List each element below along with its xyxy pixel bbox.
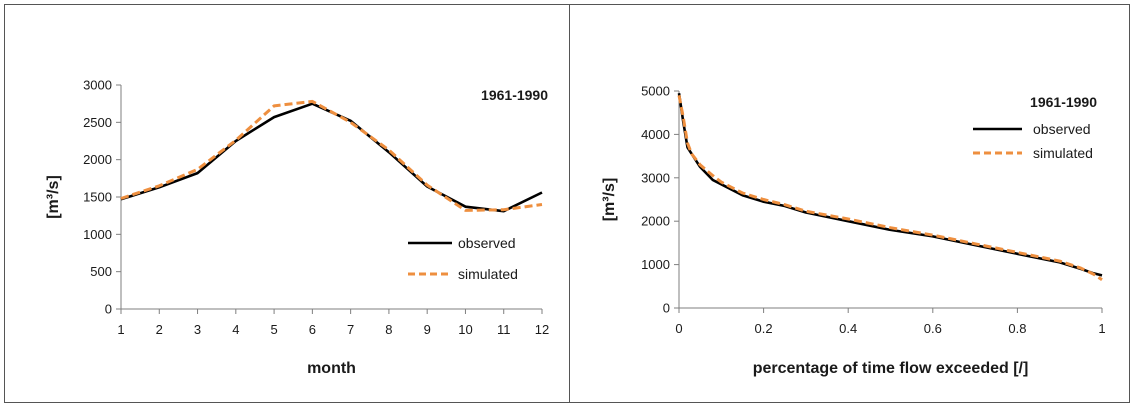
y-tick-label: 5000 [641,84,670,99]
legend-label-simulated: simulated [1033,145,1093,161]
x-tick-label: 0.4 [839,321,857,336]
x-tick-label: 7 [347,322,354,337]
y-axis-title: [m³/s] [45,175,62,219]
y-axis-title: [m³/s] [601,178,618,222]
x-tick-label: 8 [385,322,392,337]
y-tick-label: 1500 [83,190,112,205]
y-tick-label: 1000 [83,227,112,242]
y-tick-label: 0 [663,301,670,316]
y-tick-label: 3000 [83,78,112,93]
legend-label-simulated: simulated [458,266,518,282]
x-tick-label: 5 [270,322,277,337]
chart-title: 1961-1990 [1030,94,1097,110]
y-tick-label: 2000 [641,214,670,229]
x-tick-label: 4 [232,322,239,337]
x-tick-label: 0.2 [755,321,773,336]
y-tick-label: 2500 [83,115,112,130]
x-axis-title: month [307,360,356,377]
legend-label-observed: observed [458,235,516,251]
y-tick-label: 4000 [641,127,670,142]
x-tick-label: 1 [117,322,124,337]
x-tick-label: 0.8 [1008,321,1026,336]
x-tick-label: 0 [675,321,682,336]
y-tick-label: 2000 [83,152,112,167]
y-tick-label: 1000 [641,257,670,272]
x-tick-label: 6 [309,322,316,337]
series-line-simulated [677,95,1103,282]
y-tick-label: 3000 [641,170,670,185]
x-tick-label: 9 [424,322,431,337]
x-tick-label: 12 [535,322,549,337]
figure-frame [4,4,1130,403]
x-tick-label: 1 [1098,321,1105,336]
series-line-simulated [120,99,543,212]
x-axis-title: percentage of time flow exceeded [/] [753,360,1029,377]
x-tick-label: 11 [497,322,511,337]
chart-title: 1961-1990 [481,87,548,103]
y-tick-label: 500 [90,264,112,279]
flow-duration-chart: 0 1000 2000 3000 4000 5000 0 0.2 0.4 0.6 0.8 1 perce… [601,84,1106,378]
x-tick-label: 10 [458,322,472,337]
x-tick-label: 0.6 [924,321,942,336]
x-tick-label: 2 [156,322,163,337]
y-tick-label: 0 [105,302,112,317]
x-tick-label: 3 [194,322,201,337]
legend-label-observed: observed [1033,121,1091,137]
